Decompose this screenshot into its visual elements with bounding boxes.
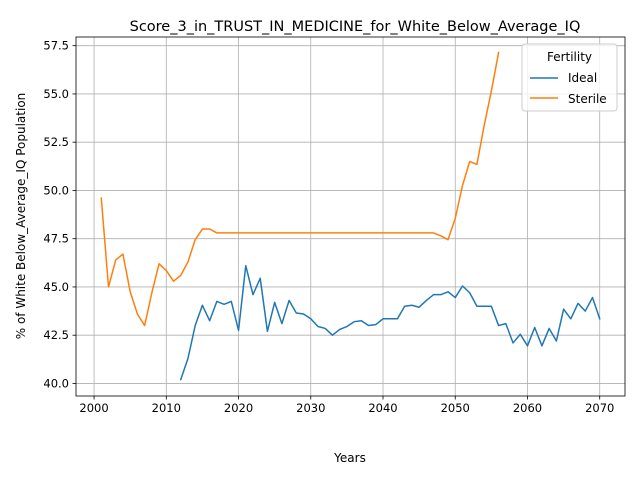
chart-title: Score_3_in_TRUST_IN_MEDICINE_for_White_B… (130, 19, 581, 35)
y-tick-label: 57.5 (43, 39, 69, 53)
x-axis-label: Years (333, 451, 366, 465)
y-tick-label: 42.5 (43, 328, 69, 342)
y-tick-label: 50.0 (43, 183, 69, 197)
series-lines (100, 51, 601, 381)
y-axis-label: % of White Below_Average_IQ Population (14, 93, 28, 340)
x-tick-label: 2070 (585, 401, 614, 415)
y-axis-ticks: 40.0 42.5 45.0 47.5 50.0 52.5 55.0 57.5 (43, 39, 76, 390)
legend-box (521, 43, 618, 112)
legend-label-ideal: Ideal (568, 71, 597, 85)
y-tick-label: 47.5 (43, 232, 69, 246)
y-tick-label: 45.0 (43, 280, 69, 294)
x-tick-label: 2050 (441, 401, 470, 415)
series-line-ideal (179, 264, 601, 381)
y-tick-label: 40.0 (43, 376, 69, 390)
y-tick-label: 52.5 (43, 135, 69, 149)
x-tick-label: 2010 (152, 401, 181, 415)
legend-title: Fertility (547, 50, 592, 64)
y-tick-label: 55.0 (43, 87, 69, 101)
x-tick-label: 2040 (368, 401, 397, 415)
plot-area-frame (75, 36, 626, 397)
legend: Fertility Ideal Sterile (521, 43, 618, 112)
x-tick-label: 2030 (296, 401, 325, 415)
series-line-sterile (100, 51, 500, 327)
x-tick-label: 2000 (79, 401, 108, 415)
x-axis-ticks: 2000 2010 2020 2030 2040 2050 2060 2070 (79, 396, 614, 415)
legend-label-sterile: Sterile (568, 92, 607, 106)
x-tick-label: 2020 (224, 401, 253, 415)
x-tick-label: 2060 (513, 401, 542, 415)
